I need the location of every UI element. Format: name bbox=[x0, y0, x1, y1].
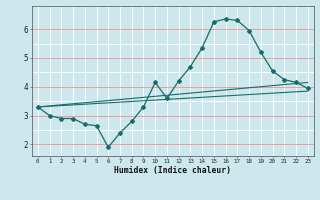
X-axis label: Humidex (Indice chaleur): Humidex (Indice chaleur) bbox=[114, 166, 231, 175]
